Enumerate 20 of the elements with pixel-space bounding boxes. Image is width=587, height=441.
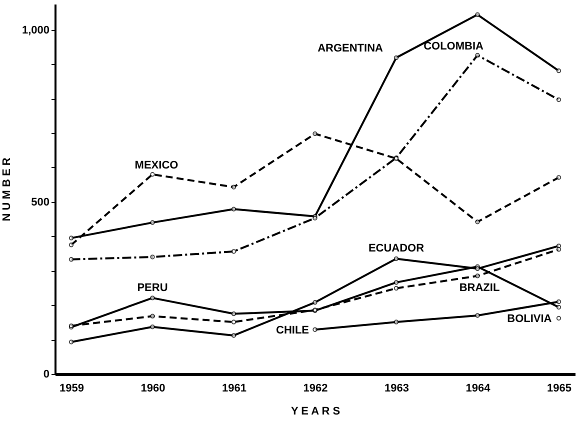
x-tick-label: 1959 bbox=[60, 382, 84, 394]
x-axis-title: Y E A R S bbox=[290, 406, 340, 418]
y-tick-label: 0 bbox=[43, 368, 50, 380]
x-tick-label: 1965 bbox=[547, 382, 572, 394]
y-tick-label: 500 bbox=[31, 196, 50, 208]
y-axis-title: N U M B E R bbox=[0, 158, 13, 222]
x-tick-label: 1962 bbox=[303, 382, 328, 394]
series-label: PERU bbox=[137, 282, 168, 294]
series-label: COLOMBIA bbox=[424, 40, 484, 52]
series-label: ARGENTINA bbox=[318, 42, 383, 55]
series-label: ECUADOR bbox=[368, 242, 424, 255]
x-tick-label: 1960 bbox=[140, 382, 166, 394]
x-tick-label: 1963 bbox=[384, 382, 409, 394]
series-label: CHILE bbox=[276, 324, 309, 337]
series-label: BRAZIL bbox=[459, 282, 500, 294]
series-label: MEXICO bbox=[134, 159, 179, 172]
series-label: BOLIVIA bbox=[507, 313, 552, 326]
x-tick-label: 1964 bbox=[466, 382, 492, 394]
y-tick-label: 1,000 bbox=[22, 24, 50, 36]
x-tick-label: 1961 bbox=[222, 382, 246, 394]
